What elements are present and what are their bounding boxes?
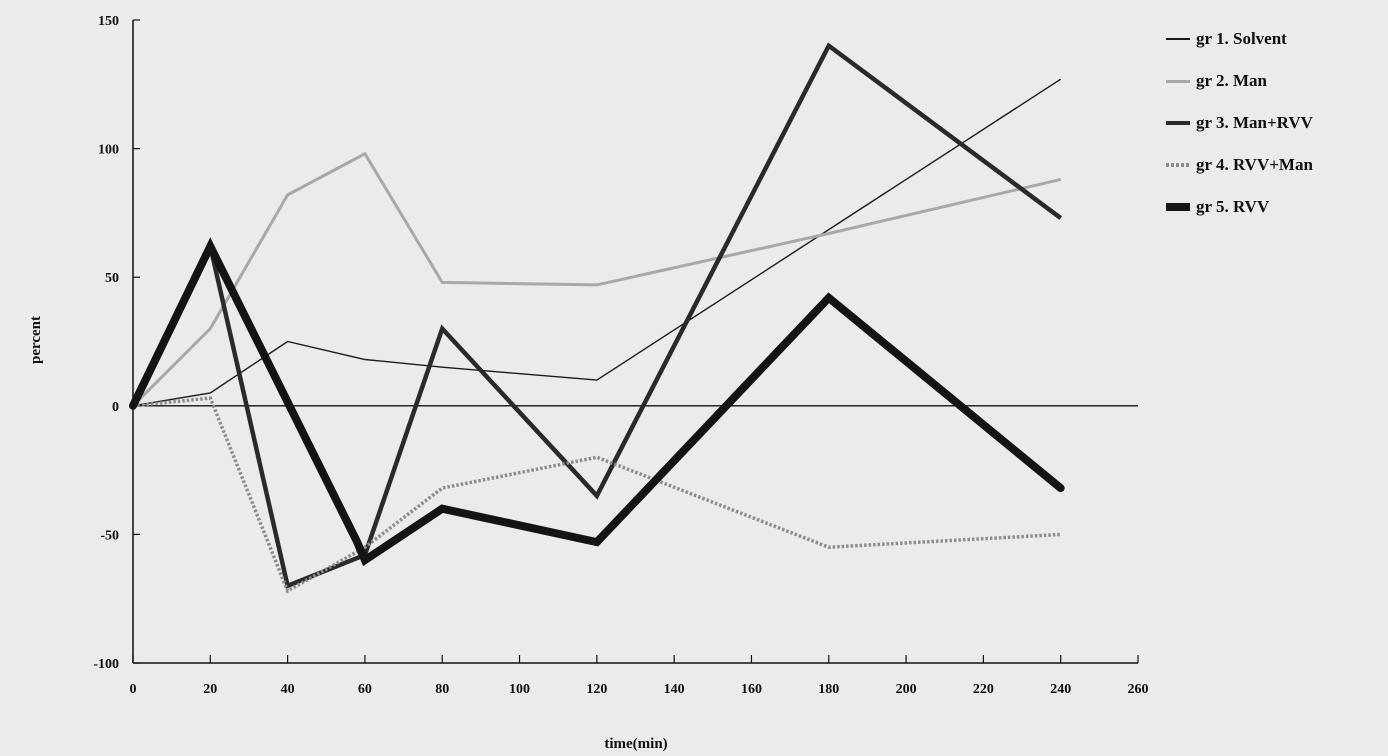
legend-label: gr 5. RVV: [1196, 197, 1270, 216]
legend-item: gr 3. Man+RVV: [1166, 102, 1381, 144]
legend-swatch: [1166, 38, 1190, 40]
x-tick-label: 40: [281, 682, 295, 697]
legend-swatch: [1166, 163, 1190, 167]
axes: [132, 20, 1138, 664]
x-tick-label: 0: [130, 682, 137, 697]
y-tick-label: -50: [100, 528, 119, 543]
legend-item: gr 4. RVV+Man: [1166, 144, 1381, 186]
x-tick-label: 160: [741, 682, 762, 697]
y-tick-label: 150: [98, 14, 119, 29]
legend: gr 1. Solvent gr 2. Man gr 3. Man+RVV gr 4.…: [1166, 18, 1381, 228]
series-line-5: [129, 237, 1065, 567]
series-lines: [129, 42, 1065, 594]
ticks: 0 20 40 60 80 100 120 140 160 180 200 220 240 260 -100…: [93, 14, 1148, 697]
x-tick-label: 20: [203, 682, 217, 697]
series-line-1: [132, 78, 1062, 407]
legend-label: gr 2. Man: [1196, 71, 1267, 90]
legend-label: gr 3. Man+RVV: [1196, 113, 1313, 132]
x-tick-label: 180: [818, 682, 839, 697]
y-tick-label: 100: [98, 143, 119, 158]
legend-item: gr 2. Man: [1166, 60, 1381, 102]
y-tick-label: 50: [105, 271, 119, 286]
y-axis-label: percent: [28, 316, 44, 364]
x-tick-label: 220: [973, 682, 994, 697]
legend-swatch: [1166, 203, 1190, 211]
x-tick-label: 140: [664, 682, 685, 697]
legend-swatch: [1166, 120, 1190, 126]
x-tick-label: 80: [435, 682, 449, 697]
y-tick-label: 0: [112, 400, 119, 415]
x-tick-label: 100: [509, 682, 530, 697]
legend-item: gr 1. Solvent: [1166, 18, 1381, 60]
legend-label: gr 4. RVV+Man: [1196, 155, 1313, 174]
legend-swatch: [1166, 79, 1190, 83]
x-tick-label: 120: [586, 682, 607, 697]
x-tick-label: 200: [896, 682, 917, 697]
y-tick-label: -100: [93, 657, 119, 672]
series-line-3: [130, 42, 1063, 589]
legend-label: gr 1. Solvent: [1196, 29, 1287, 48]
x-axis-label: time(min): [604, 736, 667, 752]
x-tick-label: 260: [1128, 682, 1149, 697]
x-tick-label: 240: [1050, 682, 1071, 697]
legend-item: gr 5. RVV: [1166, 186, 1381, 228]
x-tick-label: 60: [358, 682, 372, 697]
